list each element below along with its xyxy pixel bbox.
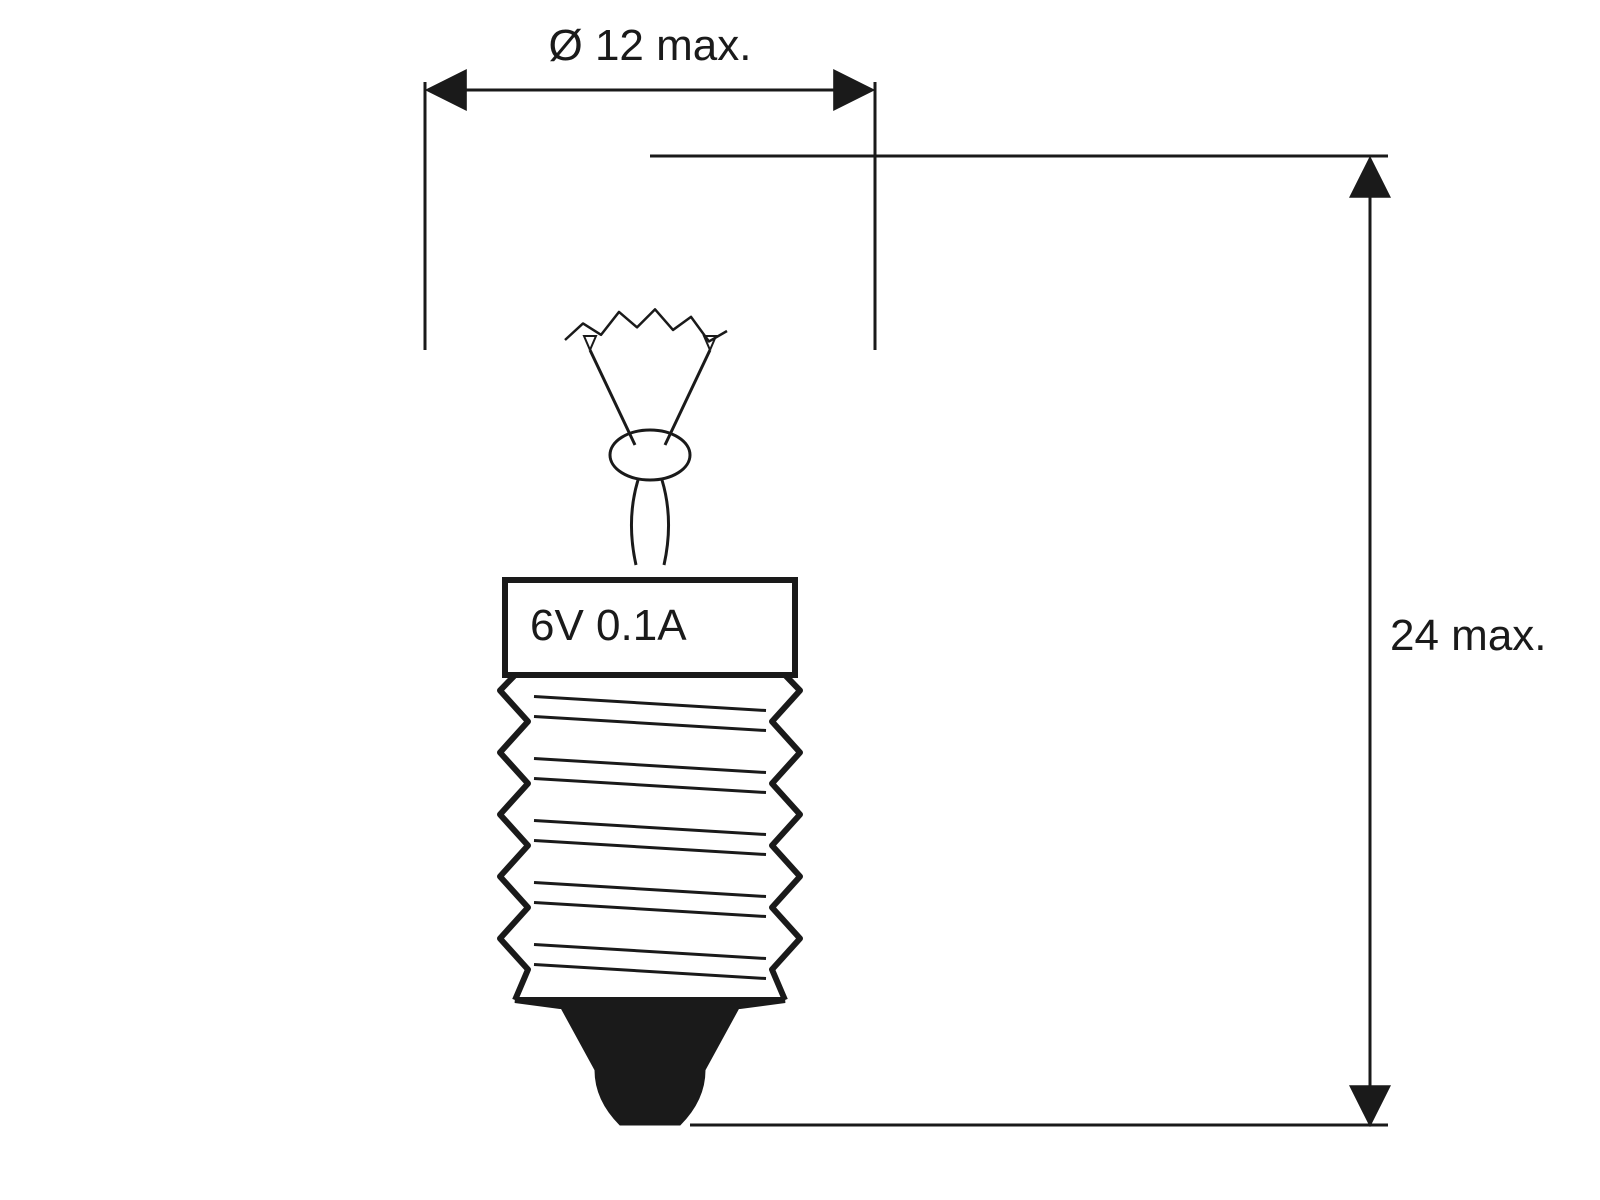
screw-thread-right: [772, 675, 800, 1000]
rating-label: 6V 0.1A: [530, 601, 687, 650]
filament-bead: [610, 430, 690, 480]
dimension-height-label: 24 max.: [1390, 611, 1547, 660]
base-contact-tip: [560, 1006, 740, 1125]
lamp-technical-drawing: 6V 0.1A Ø 12 max. 24 max.: [0, 0, 1600, 1200]
dimension-diameter-label: Ø 12 max.: [549, 21, 752, 70]
screw-thread-left: [500, 675, 528, 1000]
